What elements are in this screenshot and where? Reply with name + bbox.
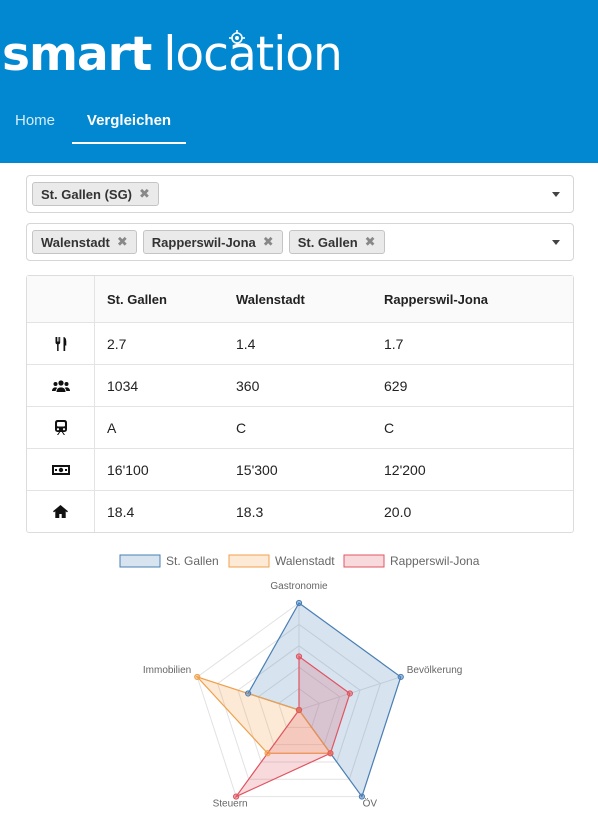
table-cell: C xyxy=(236,419,247,436)
radar-gridline xyxy=(257,666,341,746)
location-target-icon xyxy=(229,30,245,46)
radar-point[interactable] xyxy=(397,673,404,681)
chip-rapperswil-jona: Rapperswil-Jona ✖ xyxy=(142,230,283,254)
table-row: 16'100 15'300 12'200 xyxy=(27,448,573,490)
table-cell: 1.4 xyxy=(236,335,256,352)
table-cell: C xyxy=(384,419,395,436)
primary-location-select[interactable]: St. Gallen (SG) ✖ xyxy=(26,175,574,213)
table-cell: 15'300 xyxy=(236,461,278,478)
home-icon xyxy=(53,505,68,518)
remove-chip-icon[interactable]: ✖ xyxy=(364,234,376,249)
radar-point[interactable] xyxy=(245,690,252,697)
table-row: A C C xyxy=(27,406,573,448)
radar-gridline xyxy=(237,645,361,763)
table-cell: 16'100 xyxy=(107,461,149,478)
table-cell: 1.7 xyxy=(384,335,404,352)
train-icon xyxy=(54,420,67,435)
legend-label[interactable]: Rapperswil-Jona xyxy=(390,554,480,568)
radar-axis-label: Steuern xyxy=(213,799,248,810)
legend-label[interactable]: Walenstadt xyxy=(275,554,335,568)
legend-swatch[interactable] xyxy=(343,554,385,568)
users-icon xyxy=(51,379,70,392)
table-header-icon-cell xyxy=(27,276,95,322)
radar-series-area xyxy=(234,655,351,799)
radar-point[interactable] xyxy=(327,750,334,757)
app-header: smart location Home Vergleichen xyxy=(0,0,598,163)
table-cell: 360 xyxy=(236,377,260,394)
table-cell: 2.7 xyxy=(107,335,127,352)
radar-point[interactable] xyxy=(358,793,365,800)
logo[interactable]: smart location xyxy=(2,26,343,84)
logo-bold-text: smart xyxy=(2,27,152,82)
table-cell: 1034 xyxy=(107,377,139,394)
radar-point[interactable] xyxy=(295,706,303,714)
radar-axis-label: ÖV xyxy=(363,798,378,810)
table-cell: 18.4 xyxy=(107,503,135,520)
dropdown-caret-icon[interactable] xyxy=(552,192,560,197)
table-cell: 629 xyxy=(384,377,408,394)
radar-axis-label: Immobilien xyxy=(143,665,191,676)
remove-chip-icon[interactable]: ✖ xyxy=(116,234,128,249)
radar-point[interactable] xyxy=(295,653,303,660)
radar-axis-label: Bevölkerung xyxy=(407,665,463,676)
radar-point[interactable] xyxy=(194,673,201,681)
remove-chip-icon[interactable]: ✖ xyxy=(139,186,150,201)
compare-locations-select[interactable]: Walenstadt ✖ Rapperswil-Jona ✖ St. Galle… xyxy=(26,223,574,261)
nav-home[interactable]: Home xyxy=(15,112,56,129)
radar-point[interactable] xyxy=(295,599,303,607)
chip-st-gallen-sg: St. Gallen (SG) ✖ xyxy=(32,182,159,206)
dropdown-caret-icon[interactable] xyxy=(552,240,560,245)
legend-swatch[interactable] xyxy=(228,554,270,568)
money-icon xyxy=(51,464,70,475)
remove-chip-icon[interactable]: ✖ xyxy=(262,234,274,249)
radar-gridline xyxy=(278,687,320,728)
chip-walenstadt: Walenstadt ✖ xyxy=(32,230,137,254)
column-header: St. Gallen xyxy=(107,291,167,307)
comparison-table: St. Gallen Walenstadt Rapperswil-Jona 2.… xyxy=(26,275,574,533)
chip-label: St. Gallen (SG) xyxy=(41,186,133,202)
radar-gridline xyxy=(217,623,381,780)
table-row: 18.4 18.3 20.0 xyxy=(27,490,573,532)
radar-chart: Gastronomie Bevölkerung ÖV Steuern Immobilie… xyxy=(119,554,480,810)
table-cell: A xyxy=(107,419,117,436)
radar-point[interactable] xyxy=(346,690,353,697)
legend-label[interactable]: St. Gallen xyxy=(166,554,219,568)
chip-label: Rapperswil-Jona xyxy=(151,234,256,250)
radar-point[interactable] xyxy=(264,750,271,757)
nav-vergleichen[interactable]: Vergleichen xyxy=(72,100,186,144)
column-header: Rapperswil-Jona xyxy=(384,291,489,307)
chip-st-gallen: St. Gallen ✖ xyxy=(288,230,385,254)
table-cell: 18.3 xyxy=(236,503,264,520)
legend-swatch[interactable] xyxy=(119,554,161,568)
table-cell: 20.0 xyxy=(384,503,412,520)
cutlery-icon xyxy=(55,336,66,351)
table-row: 2.7 1.4 1.7 xyxy=(27,322,573,364)
table-header-row: St. Gallen Walenstadt Rapperswil-Jona xyxy=(27,276,573,322)
radar-axis-label: Gastronomie xyxy=(270,581,328,592)
table-row: 1034 360 629 xyxy=(27,364,573,406)
chip-label: Walenstadt xyxy=(41,234,110,250)
chip-label: St. Gallen xyxy=(297,234,358,250)
column-header: Walenstadt xyxy=(236,291,305,307)
logo-light-text: location xyxy=(163,27,342,82)
table-cell: 12'200 xyxy=(384,461,426,478)
radar-point[interactable] xyxy=(233,793,240,800)
